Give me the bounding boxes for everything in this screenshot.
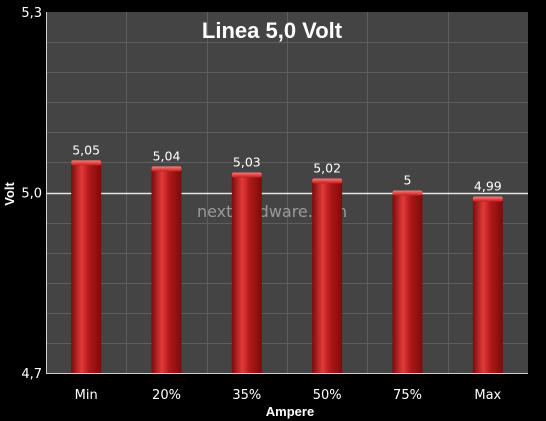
bar-cap <box>392 190 423 196</box>
data-labels: 5,05 5,04 5,03 5,02 5 4,99 <box>72 142 502 193</box>
bar-cap <box>151 166 182 172</box>
bar-body <box>392 192 423 373</box>
data-label: 5,04 <box>153 148 181 163</box>
bar-body <box>312 180 343 373</box>
x-tick-label: 75% <box>393 388 422 403</box>
x-tick-label: 35% <box>232 388 261 403</box>
data-label: 5,02 <box>313 160 341 175</box>
bar <box>151 166 182 373</box>
bar <box>472 196 503 373</box>
x-tick-label: Max <box>474 388 501 403</box>
x-tick-label: 20% <box>152 388 181 403</box>
bars <box>71 160 503 373</box>
gridlines <box>46 12 528 373</box>
y-tick-label: 5,0 <box>21 187 42 202</box>
bar-body <box>231 174 262 373</box>
bar-body <box>151 168 182 373</box>
y-tick-label: 4,7 <box>21 367 42 382</box>
bar-cap <box>472 196 503 202</box>
y-axis-ticks: 4,7 5,0 5,3 <box>21 6 42 382</box>
data-label: 4,99 <box>474 179 502 194</box>
bar <box>231 172 262 373</box>
x-tick-label: 50% <box>313 388 342 403</box>
bar-cap <box>312 178 343 184</box>
chart-title: Linea 5,0 Volt <box>202 18 343 43</box>
bar-body <box>71 162 102 373</box>
data-label: 5 <box>404 173 412 188</box>
x-axis-ticks: Min 20% 35% 50% 75% Max <box>75 388 502 403</box>
data-label: 5,05 <box>72 142 100 157</box>
y-tick-label: 5,3 <box>21 6 42 21</box>
bar <box>71 160 102 373</box>
bar-cap <box>231 172 262 178</box>
data-label: 5,03 <box>233 154 261 169</box>
x-tick-label: Min <box>75 388 98 403</box>
bar <box>392 190 423 373</box>
bar <box>312 178 343 373</box>
x-axis-title: Ampere <box>266 404 314 419</box>
y-axis-title: Volt <box>2 182 17 206</box>
bar-cap <box>71 160 102 166</box>
bar-body <box>472 198 503 373</box>
